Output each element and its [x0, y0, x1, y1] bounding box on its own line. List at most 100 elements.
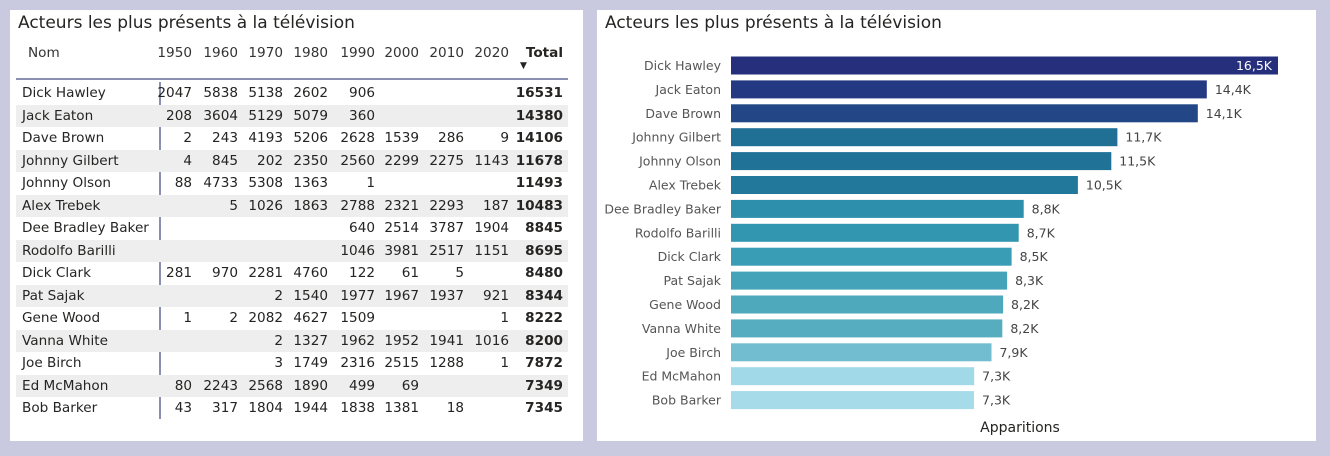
cell-1960: 5: [229, 197, 238, 214]
column-header-1980[interactable]: 1980: [293, 45, 328, 61]
cell-2000: 61: [401, 265, 419, 281]
data-label: 14,4K: [1215, 82, 1252, 97]
table-row[interactable]: Vanna White 2 1327 1962 1952 1941 1016 8200: [16, 329, 568, 352]
bar[interactable]: [731, 128, 1118, 147]
table-row[interactable]: Ed McMahon 80 2243 2568 1890 499 69 7349: [16, 374, 568, 397]
data-label: 11,7K: [1125, 130, 1162, 145]
cell-total: 7345: [525, 400, 563, 416]
table-header: Nom 1950 1960 1970 1980 1990 2000 2010 2020 Total…: [16, 40, 568, 80]
row-name: Bob Barker: [22, 400, 98, 416]
bar[interactable]: [731, 152, 1112, 171]
bar[interactable]: [731, 104, 1198, 123]
bar[interactable]: [731, 295, 1004, 314]
cell-1970: 5308: [248, 175, 283, 191]
cell-1970: 2: [274, 332, 283, 349]
cell-2000: 1539: [384, 130, 419, 146]
data-label: 8,8K: [1032, 201, 1061, 216]
y-tick-label: Jack Eaton: [655, 82, 721, 97]
cell-1990: 2316: [340, 355, 375, 371]
column-header-2020[interactable]: 2020: [474, 45, 509, 61]
cell-total: 8695: [525, 242, 563, 259]
table-row[interactable]: Gene Wood 1 2 2082 4627 1509 1 8222: [16, 307, 568, 330]
table-row[interactable]: Dave Brown 2 243 4193 5206 2628 1539 286 9 14106: [16, 127, 568, 150]
cell-1990: 2788: [340, 197, 375, 214]
cell-2020: 187: [483, 197, 509, 214]
table-row[interactable]: Rodolfo Barilli 1046 3981 2517 1151 8695: [16, 239, 568, 262]
cell-1970: 2082: [248, 310, 283, 326]
column-header-1960[interactable]: 1960: [203, 45, 238, 61]
cell-1960: 3604: [203, 107, 238, 124]
cell-1990: 1977: [340, 287, 375, 304]
column-header-1950[interactable]: 1950: [157, 45, 192, 61]
y-tick-label: Joe Birch: [665, 345, 721, 360]
table-panel: Acteurs les plus présents à la télévisio…: [10, 10, 583, 441]
cell-2010: 1288: [429, 355, 464, 371]
table-row[interactable]: Bob Barker 43 317 1804 1944 1838 1381 18 7345: [16, 397, 568, 420]
cell-2020: 921: [483, 287, 509, 304]
table-row[interactable]: Jack Eaton 208 3604 5129 5079 360 14380: [16, 104, 568, 127]
table-row[interactable]: Alex Trebek 5 1026 1863 2788 2321 2293 187 10483: [16, 194, 568, 217]
data-label: 8,2K: [1010, 321, 1039, 336]
cell-2000: 2515: [384, 355, 419, 371]
cell-1980: 1944: [293, 400, 328, 416]
cell-1970: 1804: [248, 400, 283, 416]
y-tick-label: Dave Brown: [645, 106, 721, 121]
column-header-2000[interactable]: 2000: [384, 45, 419, 61]
bar[interactable]: [731, 199, 1024, 218]
cell-1970: 4193: [248, 130, 283, 146]
cell-total: 8845: [525, 220, 563, 236]
cell-2010: 3787: [429, 220, 464, 236]
table-row[interactable]: Pat Sajak 2 1540 1977 1967 1937 921 8344: [16, 284, 568, 307]
cell-2020: 1: [500, 355, 509, 371]
cell-2000: 3981: [384, 242, 419, 259]
cell-1950: 2: [183, 130, 192, 146]
bar[interactable]: [731, 391, 974, 410]
cell-2020: 1143: [474, 152, 509, 169]
bar[interactable]: [731, 176, 1078, 194]
chart-panel: Acteurs les plus présents à la télévisio…: [597, 10, 1316, 441]
column-header-2010[interactable]: 2010: [429, 45, 464, 61]
cell-1980: 1863: [293, 197, 328, 214]
bar[interactable]: [731, 80, 1207, 99]
column-header-total[interactable]: Total: [525, 45, 563, 61]
column-header-1990[interactable]: 1990: [340, 45, 375, 61]
cell-1980: 1749: [293, 355, 328, 371]
table-row[interactable]: Dee Bradley Baker 640 2514 3787 1904 8845: [16, 217, 568, 240]
cell-1950: 2047: [157, 85, 192, 101]
table-row[interactable]: Johnny Gilbert 4 845 202 2350 2560 2299 2275 114…: [16, 149, 568, 172]
row-name: Dee Bradley Baker: [22, 220, 149, 236]
data-label: 8,5K: [1020, 249, 1049, 264]
bar[interactable]: [731, 223, 1019, 242]
row-name: Dick Hawley: [22, 85, 106, 101]
bar[interactable]: [731, 271, 1008, 290]
table-row[interactable]: Joe Birch 3 1749 2316 2515 1288 1 7872: [16, 352, 568, 375]
bar[interactable]: [731, 319, 1003, 338]
cell-2020: 1: [500, 310, 509, 326]
cell-1980: 1327: [293, 332, 328, 349]
column-header-nom[interactable]: Nom: [28, 45, 60, 61]
row-name: Dick Clark: [22, 265, 91, 281]
cell-1990: 1: [366, 175, 375, 191]
cell-total: 11493: [515, 175, 563, 191]
column-header-1970[interactable]: 1970: [248, 45, 283, 61]
table-title: Acteurs les plus présents à la télévisio…: [18, 13, 355, 33]
cell-2010: 2517: [429, 242, 464, 259]
bar[interactable]: [731, 367, 975, 386]
table-row[interactable]: Johnny Olson 88 4733 5308 1363 1 11493: [16, 172, 568, 195]
cell-1980: 5079: [293, 107, 328, 124]
row-name: Johnny Gilbert: [22, 152, 119, 169]
bar[interactable]: [731, 247, 1012, 266]
cell-2020: 1904: [474, 220, 509, 236]
cell-2000: 2514: [384, 220, 419, 236]
cell-total: 8222: [525, 310, 563, 326]
table-row[interactable]: Dick Hawley 2047 5838 5138 2602 906 16531: [16, 82, 568, 105]
bar[interactable]: [731, 343, 992, 362]
cell-2000: 2299: [384, 152, 419, 169]
cell-1980: 2350: [293, 152, 328, 169]
sort-descending-icon[interactable]: ▼: [520, 61, 527, 71]
y-tick-label: Bob Barker: [652, 393, 722, 408]
row-name: Pat Sajak: [22, 287, 85, 304]
bar[interactable]: [731, 56, 1278, 75]
table-row[interactable]: Dick Clark 281 970 2281 4760 122 61 5 8480: [16, 262, 568, 285]
cell-total: 7872: [525, 355, 563, 371]
